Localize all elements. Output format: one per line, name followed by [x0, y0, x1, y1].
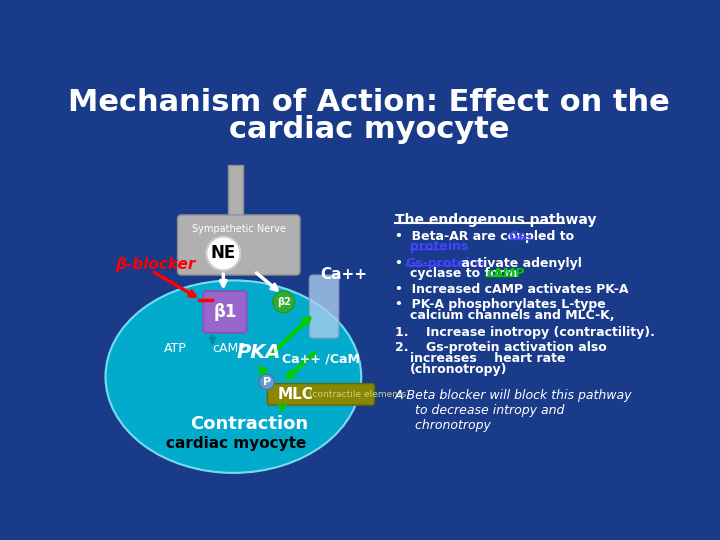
Text: Contraction: Contraction — [190, 415, 308, 433]
Text: P: P — [263, 377, 271, 387]
Text: NE: NE — [211, 245, 236, 262]
Text: cAMP: cAMP — [486, 267, 525, 280]
Text: Gs-: Gs- — [508, 231, 531, 244]
Text: proteins: proteins — [410, 240, 468, 253]
Text: Gs-proteins: Gs-proteins — [405, 256, 487, 269]
Text: MLC: MLC — [277, 387, 313, 402]
Text: calcium channels and MLC-K,: calcium channels and MLC-K, — [410, 309, 615, 322]
Text: β2: β2 — [276, 297, 291, 307]
Text: Sympathetic Nerve: Sympathetic Nerve — [192, 224, 286, 234]
Text: ATP: ATP — [164, 342, 186, 355]
Text: cyclase to form: cyclase to form — [410, 267, 522, 280]
Text: (contractile elements): (contractile elements) — [309, 390, 409, 399]
Text: β1: β1 — [213, 303, 237, 321]
Polygon shape — [228, 165, 243, 219]
Text: 2.    Gs-protein activation also: 2. Gs-protein activation also — [395, 341, 606, 354]
Text: 1.    Increase inotropy (contractility).: 1. Increase inotropy (contractility). — [395, 326, 654, 339]
Text: Mechanism of Action: Effect on the: Mechanism of Action: Effect on the — [68, 88, 670, 117]
Text: •  Beta-AR are coupled to: • Beta-AR are coupled to — [395, 231, 578, 244]
Text: •  Increased cAMP activates PK-A: • Increased cAMP activates PK-A — [395, 283, 628, 296]
Ellipse shape — [106, 280, 361, 473]
Text: activate adenylyl: activate adenylyl — [456, 256, 582, 269]
FancyBboxPatch shape — [310, 275, 339, 338]
Text: •: • — [395, 256, 411, 269]
Text: (chronotropy): (chronotropy) — [410, 363, 508, 376]
Text: Ca++ /CaM: Ca++ /CaM — [282, 353, 360, 366]
Text: cardiac myocyte: cardiac myocyte — [229, 115, 509, 144]
FancyBboxPatch shape — [203, 291, 246, 333]
Text: PKA: PKA — [237, 342, 282, 361]
Text: The endogenous pathway: The endogenous pathway — [395, 213, 596, 227]
Text: Ca++: Ca++ — [320, 267, 368, 282]
Text: β-blocker: β-blocker — [114, 258, 195, 273]
Text: cardiac myocyte: cardiac myocyte — [166, 436, 306, 451]
Text: •  PK-A phosphorylates L-type: • PK-A phosphorylates L-type — [395, 298, 606, 311]
Text: cAMP: cAMP — [212, 342, 246, 355]
FancyBboxPatch shape — [267, 383, 374, 405]
Circle shape — [259, 374, 274, 390]
FancyBboxPatch shape — [178, 215, 300, 275]
Circle shape — [206, 237, 240, 271]
Text: increases    heart rate: increases heart rate — [410, 352, 566, 365]
Text: A Beta blocker will block this pathway
     to decrease intropy and
     chronot: A Beta blocker will block this pathway t… — [395, 389, 632, 432]
Circle shape — [273, 291, 294, 313]
